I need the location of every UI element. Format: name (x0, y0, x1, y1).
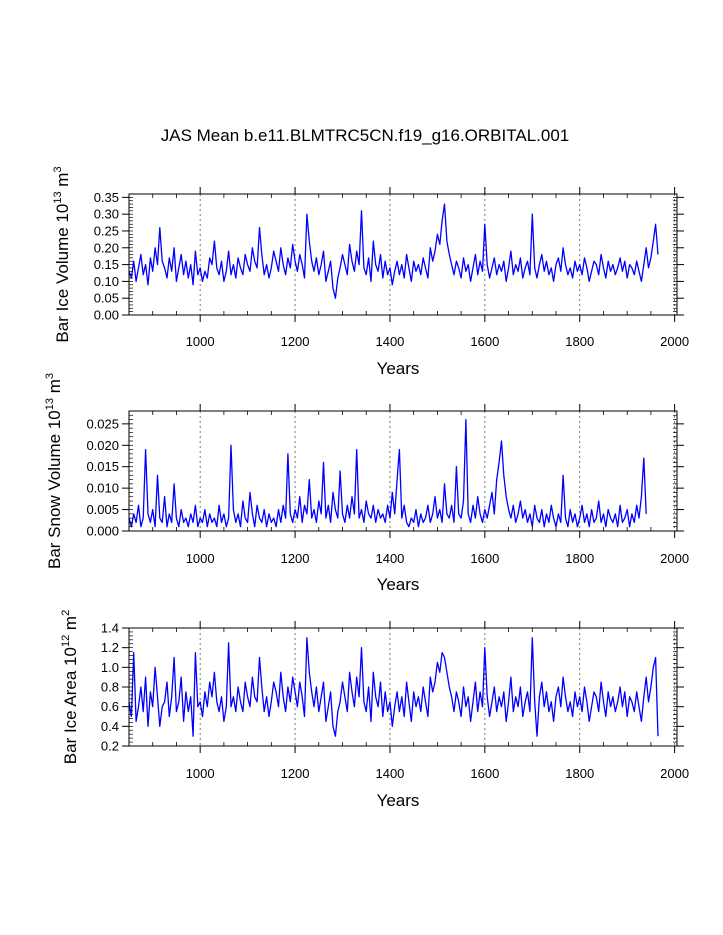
x-axis-title: Years (377, 791, 420, 810)
y-tick-label: 0.10 (94, 274, 119, 289)
x-tick-label: 1200 (281, 334, 310, 349)
x-tick-label: 1400 (375, 766, 404, 781)
y-tick-label: 0.6 (101, 699, 119, 714)
x-tick-label: 1200 (281, 551, 310, 566)
y-tick-label: 0.35 (94, 190, 119, 205)
y-tick-label: 1.4 (101, 621, 119, 636)
y-tick-label: 0.00 (94, 308, 119, 323)
y-tick-label: 0.20 (94, 240, 119, 255)
x-tick-label: 2000 (660, 766, 689, 781)
x-tick-label: 2000 (660, 551, 689, 566)
x-tick-label: 1000 (186, 766, 215, 781)
y-axis-title: Bar Snow Volume 1013 m3 (44, 373, 64, 569)
x-axis-title: Years (377, 575, 420, 594)
x-tick-label: 1800 (565, 551, 594, 566)
plot-frame (128, 627, 678, 747)
y-tick-label: 0.005 (86, 502, 119, 517)
x-axis-title: Years (377, 359, 420, 378)
plot-frame (128, 193, 678, 316)
panel-1: 1000 1200 1400 1600 1800 2000 0.00 0.05 0.10 0.15… (52, 166, 689, 378)
x-tick-label: 1200 (281, 766, 310, 781)
figure-title: JAS Mean b.e11.BLMTRC5CN.f19_g16.ORBITAL… (161, 126, 570, 145)
x-tick-label: 1800 (565, 334, 594, 349)
panel-2: 1000 1200 1400 1600 1800 2000 0.000 0.005 0.010 0… (44, 373, 689, 594)
x-tick-label: 1400 (375, 334, 404, 349)
y-tick-label: 0.025 (86, 416, 119, 431)
x-tick-label: 1600 (470, 334, 499, 349)
x-tick-label: 1000 (186, 551, 215, 566)
y-tick-label: 1.0 (101, 660, 119, 675)
x-tick-label: 1600 (470, 551, 499, 566)
y-tick-label: 0.30 (94, 207, 119, 222)
y-tick-label: 0.15 (94, 257, 119, 272)
x-tick-label: 1000 (186, 334, 215, 349)
series-line (128, 203, 659, 299)
x-tick-label: 1400 (375, 551, 404, 566)
y-tick-label: 0.015 (86, 459, 119, 474)
x-tick-label: 1600 (470, 766, 499, 781)
panels: 1000 1200 1400 1600 1800 2000 0.00 0.05 0.10 0.15… (44, 166, 689, 810)
y-tick-label: 0.2 (101, 739, 119, 754)
x-tick-label: 1800 (565, 766, 594, 781)
y-tick-label: 1.2 (101, 640, 119, 655)
y-tick-label: 0.010 (86, 481, 119, 496)
series-line (128, 637, 659, 737)
y-axis-title: Bar Ice Area 1012 m2 (60, 610, 80, 764)
y-tick-label: 0.8 (101, 680, 119, 695)
panel-3: 1000 1200 1400 1600 1800 2000 0.2 0.4 0.6 0.8 1.0 1… (60, 610, 689, 810)
y-tick-label: 0.25 (94, 223, 119, 238)
x-tick-label: 2000 (660, 334, 689, 349)
y-axis-title: Bar Ice Volume 1013 m3 (52, 166, 72, 342)
y-tick-label: 0.020 (86, 438, 119, 453)
y-tick-label: 0.000 (86, 524, 119, 539)
series-line (128, 418, 647, 528)
y-tick-label: 0.4 (101, 719, 119, 734)
y-tick-label: 0.05 (94, 291, 119, 306)
